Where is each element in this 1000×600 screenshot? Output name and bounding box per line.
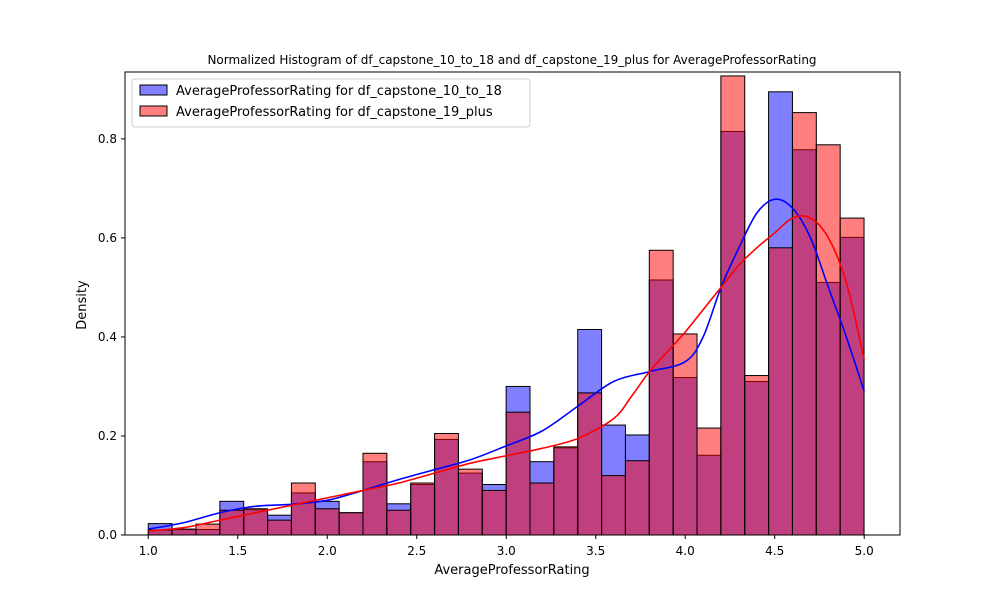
histogram-bar — [481, 489, 507, 536]
x-tick-label: 3.0 — [497, 544, 516, 558]
histogram-bar — [553, 446, 579, 536]
histogram-bar — [338, 512, 364, 536]
histogram-bar — [386, 509, 412, 536]
histogram-bar — [648, 249, 674, 536]
histogram-bar — [720, 75, 746, 536]
legend-label: AverageProfessorRating for df_capstone_1… — [176, 105, 493, 120]
series-2-kde-line — [148, 215, 865, 532]
y-tick-label: 0.4 — [98, 330, 117, 344]
legend-label: AverageProfessorRating for df_capstone_1… — [176, 84, 502, 99]
histogram-bar — [744, 375, 770, 536]
x-tick-label: 2.0 — [318, 544, 337, 558]
histogram-bar — [457, 468, 483, 536]
x-tick-label: 5.0 — [855, 544, 874, 558]
legend-swatch — [139, 105, 168, 117]
histogram-bar — [672, 333, 698, 536]
histogram-bar — [791, 112, 817, 536]
x-tick-label: 1.5 — [228, 544, 247, 558]
y-tick-label: 0.8 — [98, 132, 117, 146]
histogram-bar — [314, 508, 340, 536]
x-tick-label: 2.5 — [407, 544, 426, 558]
histogram-bar — [219, 509, 245, 536]
histogram-bar — [815, 144, 841, 536]
x-tick-label: 1.0 — [139, 544, 158, 558]
histogram-bar — [624, 460, 650, 536]
series-2-bars — [147, 75, 865, 536]
legend-box — [131, 78, 531, 128]
x-axis-label: AverageProfessorRating — [434, 563, 589, 578]
legend: AverageProfessorRating for df_capstone_1… — [131, 78, 531, 128]
histogram-bar — [434, 432, 459, 536]
y-axis-label: Density — [75, 280, 90, 330]
axes: 1.0 1.5 2.0 2.5 3.0 3.5 4.0 4.5 5.0 0.0 0.2 0.4 0.6 0… — [98, 71, 901, 558]
histogram-bar — [410, 482, 436, 536]
y-tick-label: 0.0 — [98, 528, 117, 542]
y-tick-label: 0.2 — [98, 429, 117, 443]
histogram-bar — [362, 452, 388, 536]
histogram-bar — [195, 523, 221, 536]
histogram-bar — [529, 482, 555, 536]
y-tick-label: 0.6 — [98, 231, 117, 245]
histogram-bar — [267, 519, 292, 536]
axes-frame — [124, 71, 901, 536]
plot-area — [147, 75, 865, 536]
x-tick-label: 4.0 — [676, 544, 695, 558]
histogram-bar — [768, 247, 793, 536]
histogram-bar — [696, 427, 722, 536]
chart-title: Normalized Histogram of df_capstone_10_t… — [207, 53, 816, 67]
x-tick-label: 3.5 — [586, 544, 605, 558]
legend-swatch — [139, 84, 168, 96]
histogram-bar — [171, 528, 197, 536]
histogram-bar — [577, 392, 603, 536]
x-tick-label: 4.5 — [765, 544, 784, 558]
histogram-bar — [839, 217, 865, 536]
histogram-bar — [290, 482, 316, 536]
histogram-bar — [601, 475, 626, 536]
histogram-bar — [505, 411, 531, 536]
